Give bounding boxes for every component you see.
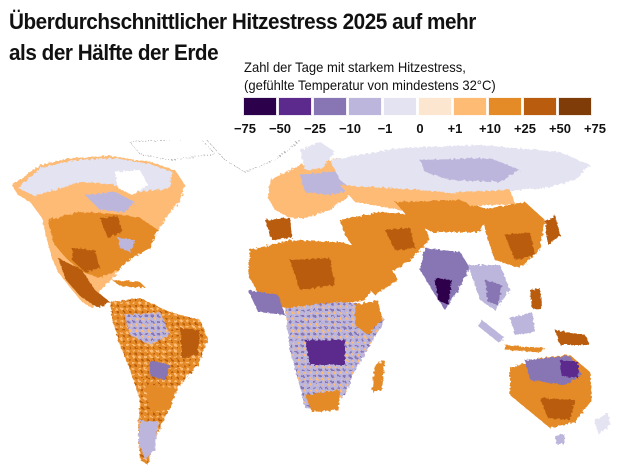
legend-tick-label: −75: [233, 121, 257, 136]
hudson-bay: [115, 170, 148, 195]
indonesia-java: [505, 345, 545, 352]
greenland: [206, 140, 301, 173]
central-asia: [395, 200, 490, 235]
indonesia-borneo: [510, 312, 535, 335]
indochina-purple: [485, 280, 502, 305]
india: [420, 248, 470, 310]
world-map: [12, 140, 610, 465]
legend-caption: Zahl der Tage mit starkem Hitzestress, (…: [244, 58, 496, 94]
title-line-2: als der Hälfte der Erde: [9, 40, 219, 65]
madagascar: [372, 360, 385, 392]
legend-caption-line-2: (gefühlte Temperatur von mindestens 32°C…: [244, 77, 496, 93]
brazil-east-dark: [180, 328, 200, 358]
bolivia-purple: [150, 360, 170, 380]
legend-tick-label: −25: [303, 121, 327, 136]
korea-japan: [545, 215, 560, 245]
new-zealand: [595, 412, 610, 435]
patagonia-purple: [138, 420, 158, 460]
legend-tick-label: −1: [377, 121, 393, 136]
india-south-dark: [435, 278, 452, 305]
arctic-islands: [129, 140, 216, 161]
legend-swatch: [488, 97, 522, 116]
philippines: [530, 288, 542, 310]
amazon-purple: [125, 312, 170, 345]
legend-swatch: [523, 97, 557, 116]
usa-midwest-dark: [100, 216, 122, 238]
usa-southeast-purple: [118, 238, 135, 252]
title-line-1: Überdurchschnittlicher Hitzestress 2025 …: [9, 9, 476, 34]
iberia: [265, 218, 292, 240]
siberia-purple: [420, 158, 520, 182]
mexico: [58, 258, 110, 308]
mongolia: [455, 190, 515, 206]
east-africa-orange: [355, 300, 382, 335]
south-africa-orange: [305, 390, 340, 412]
argentina-dark: [145, 385, 175, 412]
tasmania: [555, 434, 565, 444]
usa-texas-dark: [72, 248, 100, 272]
arabia: [355, 255, 398, 295]
legend-swatch: [348, 97, 382, 116]
middle-east: [340, 212, 430, 270]
sahara-dark: [290, 258, 335, 290]
africa-west-purple: [248, 290, 285, 315]
legend-swatch: [278, 97, 312, 116]
legend-swatch: [558, 97, 592, 116]
tibet: [430, 232, 490, 255]
legend-swatch: [453, 97, 487, 116]
indonesia-sumatra: [478, 320, 505, 342]
scandinavia: [300, 142, 335, 170]
china-east-dark: [505, 232, 535, 260]
iran-dark: [385, 228, 415, 250]
new-guinea: [555, 330, 590, 345]
color-legend: [243, 97, 592, 116]
legend-tick-label: −10: [338, 121, 362, 136]
legend-tick-label: +50: [548, 121, 572, 136]
congo-dark-purple: [305, 340, 345, 365]
legend-tick-label: −50: [268, 121, 292, 136]
legend-swatch: [383, 97, 417, 116]
australia-ne-dark-purple: [560, 360, 578, 378]
caribbean: [112, 280, 146, 288]
australia-south-dark: [540, 398, 575, 420]
legend-tick-label: +25: [513, 121, 537, 136]
legend-tick-label: 0: [416, 121, 424, 136]
chart-title: Überdurchschnittlicher Hitzestress 2025 …: [9, 6, 598, 68]
legend-tick-label: +75: [583, 121, 607, 136]
legend-swatch: [243, 97, 277, 116]
legend-tick-labels: −75 −50 −25 −10 −1 0 +1 +10 +25 +50 +75: [0, 121, 620, 141]
legend-swatch: [418, 97, 452, 116]
legend-swatch: [313, 97, 347, 116]
landmasses: [12, 140, 610, 465]
legend-tick-label: +10: [478, 121, 502, 136]
legend-tick-label: +1: [447, 121, 463, 136]
canada-purple: [85, 192, 135, 212]
legend-caption-line-1: Zahl der Tage mit starkem Hitzestress,: [244, 59, 466, 75]
